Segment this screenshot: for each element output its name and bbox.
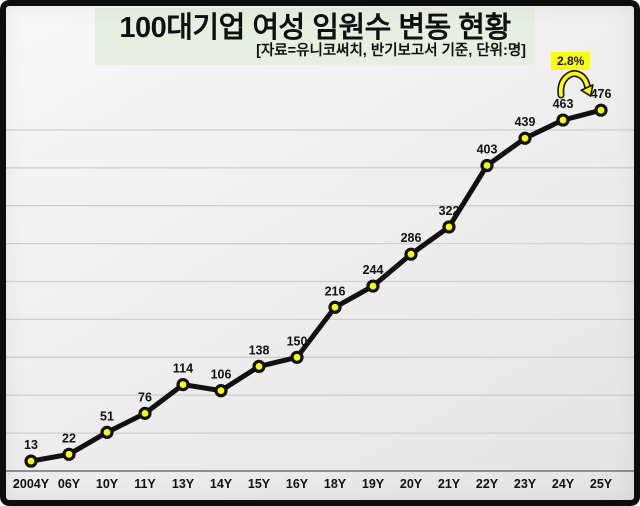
data-label: 106 — [211, 368, 232, 382]
data-label: 22 — [62, 431, 76, 445]
data-label: 150 — [287, 334, 308, 348]
x-axis-label: 10Y — [96, 477, 119, 491]
percent-change-badge: 2.8% — [551, 52, 591, 70]
data-point — [176, 377, 190, 392]
data-label: 244 — [363, 263, 384, 277]
data-point — [366, 279, 380, 293]
x-axis-label: 11Y — [134, 477, 156, 491]
x-axis-label: 18Y — [324, 477, 347, 491]
data-point — [100, 425, 114, 439]
trend-line — [28, 107, 604, 464]
data-point — [328, 300, 342, 314]
data-label: 286 — [401, 231, 422, 245]
x-axis-label: 23Y — [514, 477, 537, 491]
data-label: 138 — [249, 343, 270, 357]
grid-lines — [6, 129, 634, 434]
x-axis-label: 24Y — [552, 477, 575, 491]
x-axis-label: 16Y — [286, 477, 309, 491]
x-axis-label: 25Y — [590, 477, 613, 491]
data-point — [214, 384, 228, 398]
increase-arrow-icon — [557, 70, 594, 99]
data-point — [138, 406, 152, 420]
x-axis-label: 20Y — [400, 477, 423, 491]
data-point — [290, 350, 304, 364]
data-label: 114 — [173, 362, 193, 376]
x-axis-label: 19Y — [362, 477, 385, 491]
data-label: 51 — [100, 409, 114, 423]
data-label: 463 — [553, 97, 574, 111]
x-axis-label: 14Y — [210, 477, 233, 491]
data-point — [480, 158, 494, 173]
chart-title-banner: 100대기업 여성 임원수 변동 현황 [자료=유니코써치, 반기보고서 기준,… — [95, 8, 535, 65]
data-point — [62, 447, 76, 461]
data-label: 76 — [138, 390, 152, 404]
x-axis-label: 15Y — [248, 477, 271, 491]
chart-subtitle: [자료=유니코써치, 반기보고서 기준, 단위:명] — [256, 43, 526, 60]
data-label: 403 — [477, 143, 498, 157]
x-axis-label: 13Y — [172, 477, 195, 491]
chart-title: 100대기업 여성 임원수 변동 현황 — [119, 11, 511, 44]
x-axis-labels: 2004Y 06Y 10Y 11Y 13Y 14Y 15Y 16Y 18Y 19Y 20Y 21Y 22… — [13, 477, 613, 491]
data-point — [252, 359, 266, 373]
data-point — [518, 131, 532, 145]
x-axis-label: 22Y — [476, 477, 499, 491]
data-label: 476 — [591, 87, 612, 101]
data-point — [404, 247, 418, 261]
data-point — [556, 113, 570, 127]
x-axis-label: 2004Y — [13, 477, 50, 491]
data-label: 439 — [515, 115, 536, 129]
data-point — [24, 454, 38, 468]
data-labels: 13 22 51 76 114 106 138 150 216 244 286 322 403 439 46… — [24, 87, 611, 452]
x-axis-label: 21Y — [438, 477, 461, 491]
data-label: 216 — [325, 284, 346, 298]
data-label: 322 — [439, 204, 460, 218]
data-point — [594, 103, 608, 117]
data-point — [442, 220, 456, 234]
data-points — [24, 103, 608, 468]
data-label: 13 — [24, 438, 38, 452]
x-axis-label: 06Y — [58, 477, 81, 491]
